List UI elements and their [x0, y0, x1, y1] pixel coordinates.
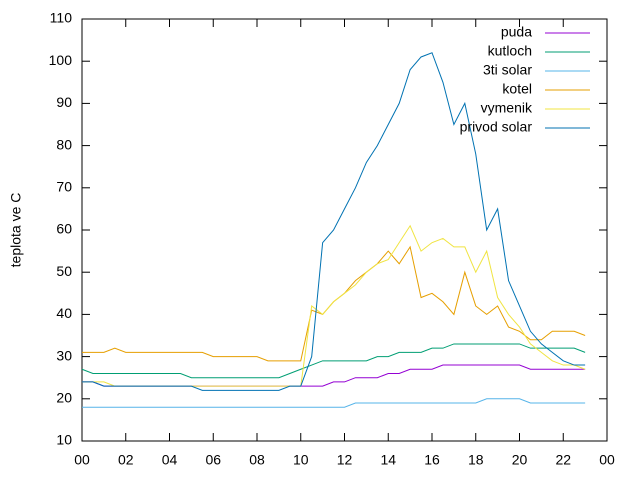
y-tick-label: 40 [56, 305, 72, 321]
y-tick-label: 30 [56, 347, 72, 363]
y-tick-label: 60 [56, 221, 72, 237]
x-tick-label: 06 [205, 452, 221, 468]
x-tick-label: 14 [380, 452, 396, 468]
y-tick-label: 10 [56, 432, 72, 448]
legend-label: privod solar [460, 119, 533, 135]
y-tick-label: 70 [56, 179, 72, 195]
x-tick-label: 18 [468, 452, 484, 468]
x-tick-label: 02 [118, 452, 134, 468]
plot-frame [81, 18, 608, 442]
y-tick-label: 80 [56, 136, 72, 152]
legend-label: kutloch [488, 43, 532, 59]
x-tick-label: 00 [74, 452, 90, 468]
y-axis-label: teplota ve C [8, 193, 24, 268]
legend-label: kotel [502, 81, 532, 97]
y-tick-label: 50 [56, 263, 72, 279]
series-line [82, 398, 586, 408]
legend-label: 3ti solar [483, 62, 532, 78]
series-line [81, 343, 586, 379]
y-tick-label: 90 [56, 94, 72, 110]
x-tick-label: 10 [293, 452, 309, 468]
x-tick-label: 08 [249, 452, 265, 468]
y-tick-label: 110 [50, 10, 73, 26]
series-line [82, 52, 586, 391]
x-tick-label: 16 [424, 452, 440, 468]
x-tick-label: 04 [162, 452, 178, 468]
y-tick-label: 100 [49, 52, 73, 68]
legend-label: vymenik [481, 100, 533, 116]
x-tick-label: 20 [512, 452, 528, 468]
legend-label: puda [501, 24, 532, 40]
x-tick-label: 00 [599, 452, 615, 468]
x-tick-label: 12 [337, 452, 353, 468]
x-tick-label: 22 [555, 452, 571, 468]
y-tick-label: 20 [56, 390, 72, 406]
